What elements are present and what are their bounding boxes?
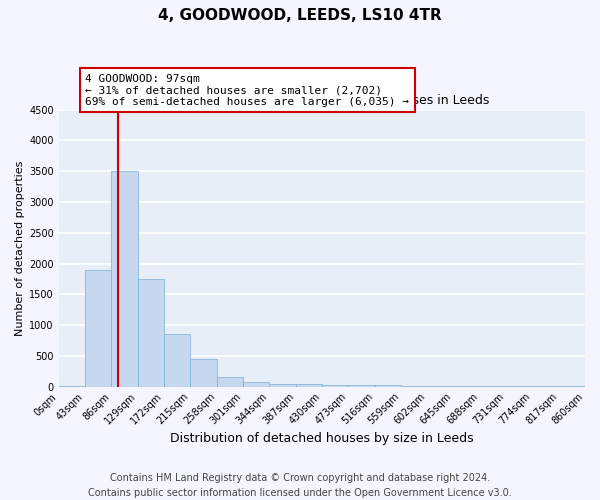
Bar — [322, 384, 348, 386]
Bar — [296, 384, 322, 386]
Y-axis label: Number of detached properties: Number of detached properties — [15, 160, 25, 336]
Bar — [217, 378, 243, 386]
Bar — [164, 334, 190, 386]
Bar — [112, 171, 138, 386]
Text: 4 GOODWOOD: 97sqm
← 31% of detached houses are smaller (2,702)
69% of semi-detac: 4 GOODWOOD: 97sqm ← 31% of detached hous… — [85, 74, 409, 107]
X-axis label: Distribution of detached houses by size in Leeds: Distribution of detached houses by size … — [170, 432, 474, 445]
Bar — [348, 385, 374, 386]
Bar — [85, 270, 112, 386]
Title: Size of property relative to detached houses in Leeds: Size of property relative to detached ho… — [155, 94, 489, 107]
Bar — [190, 359, 217, 386]
Bar — [269, 384, 296, 386]
Text: 4, GOODWOOD, LEEDS, LS10 4TR: 4, GOODWOOD, LEEDS, LS10 4TR — [158, 8, 442, 22]
Bar — [138, 279, 164, 386]
Bar — [243, 382, 269, 386]
Text: Contains HM Land Registry data © Crown copyright and database right 2024.
Contai: Contains HM Land Registry data © Crown c… — [88, 472, 512, 498]
